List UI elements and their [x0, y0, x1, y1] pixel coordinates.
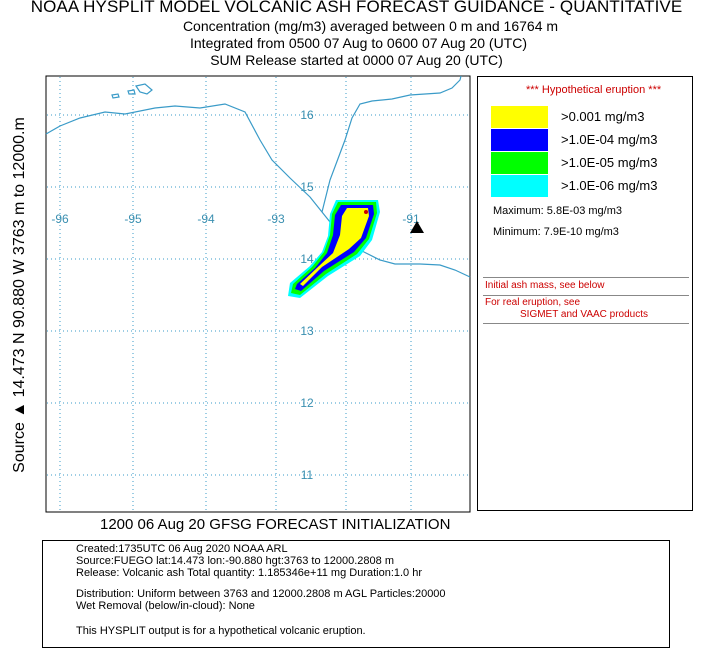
legend-label: >1.0E-06 mg/m3 — [561, 178, 658, 193]
latitude-tick-label: 14 — [300, 252, 314, 266]
source-line: Source:FUEGO lat:14.473 lon:-90.880 hgt:… — [76, 555, 394, 567]
legend-divider — [483, 323, 689, 324]
created-line: Created:1735UTC 06 Aug 2020 NOAA ARL — [76, 543, 288, 555]
legend-divider — [483, 277, 689, 278]
release-subtitle: SUM Release started at 0000 07 Aug 20 (U… — [210, 52, 503, 68]
latitude-tick-label: 11 — [301, 468, 314, 482]
plume-max-marker — [364, 210, 368, 214]
real-eruption-note: For real eruption, see — [485, 297, 581, 308]
legend-label: >1.0E-05 mg/m3 — [561, 155, 658, 170]
legend-swatch-cyan — [491, 175, 548, 197]
coastline — [45, 75, 471, 278]
longitude-tick-label: -93 — [267, 212, 285, 226]
legend-swatch-green — [491, 152, 548, 174]
page-title: NOAA HYSPLIT MODEL VOLCANIC ASH FORECAST… — [30, 0, 683, 16]
latitude-tick-label: 15 — [300, 180, 314, 194]
legend-row-level-2: >1.0E-04 mg/m3 — [491, 129, 691, 151]
legend-label: >0.001 mg/m3 — [561, 109, 645, 124]
longitude-tick-label: -91 — [402, 212, 420, 226]
map-frame — [45, 75, 471, 513]
initial-mass-note: Initial ash mass, see below — [485, 280, 605, 291]
sigmet-vaac-note: SIGMET and VAAC products — [520, 309, 649, 320]
hypothetical-note: *** Hypothetical eruption *** — [526, 84, 662, 96]
longitude-tick-label: -95 — [124, 212, 142, 226]
release-line: Release: Volcanic ash Total quantity: 1.… — [76, 567, 423, 579]
legend-swatch-yellow — [491, 106, 548, 128]
maximum-value: Maximum: 5.8E-03 mg/m3 — [493, 205, 622, 217]
disclaimer-line: This HYSPLIT output is for a hypothetica… — [76, 625, 366, 637]
legend-row-level-3: >1.0E-05 mg/m3 — [491, 152, 691, 174]
longitude-tick-label: -96 — [51, 212, 69, 226]
legend-panel: *** Hypothetical eruption *** >0.001 mg/… — [477, 76, 693, 511]
latitude-tick-label: 12 — [300, 396, 314, 410]
legend-row-level-4: >1.0E-06 mg/m3 — [491, 175, 691, 197]
integration-subtitle: Integrated from 0500 07 Aug to 0600 07 A… — [190, 35, 527, 51]
minimum-value: Minimum: 7.9E-10 mg/m3 — [493, 226, 619, 238]
legend-divider — [483, 295, 689, 296]
legend-label: >1.0E-04 mg/m3 — [561, 132, 658, 147]
ash-plume — [288, 200, 380, 298]
concentration-subtitle: Concentration (mg/m3) averaged between 0… — [182, 18, 559, 34]
distribution-line: Distribution: Uniform between 3763 and 1… — [76, 588, 446, 600]
plume-level-yellow — [300, 208, 369, 286]
longitude-tick-label: -94 — [197, 212, 215, 226]
latitude-tick-label: 13 — [300, 324, 314, 338]
volcano-source-marker — [410, 221, 424, 233]
legend-swatch-blue — [491, 129, 548, 151]
latitude-tick-label: 16 — [300, 108, 314, 122]
wet-removal-line: Wet Removal (below/in-cloud): None — [76, 600, 255, 612]
legend-row-level-1: >0.001 mg/m3 — [491, 106, 691, 128]
run-info-box: Created:1735UTC 06 Aug 2020 NOAA ARL Sou… — [42, 540, 670, 648]
forecast-initialization: 1200 06 Aug 20 GFSG FORECAST INITIALIZAT… — [100, 516, 451, 533]
